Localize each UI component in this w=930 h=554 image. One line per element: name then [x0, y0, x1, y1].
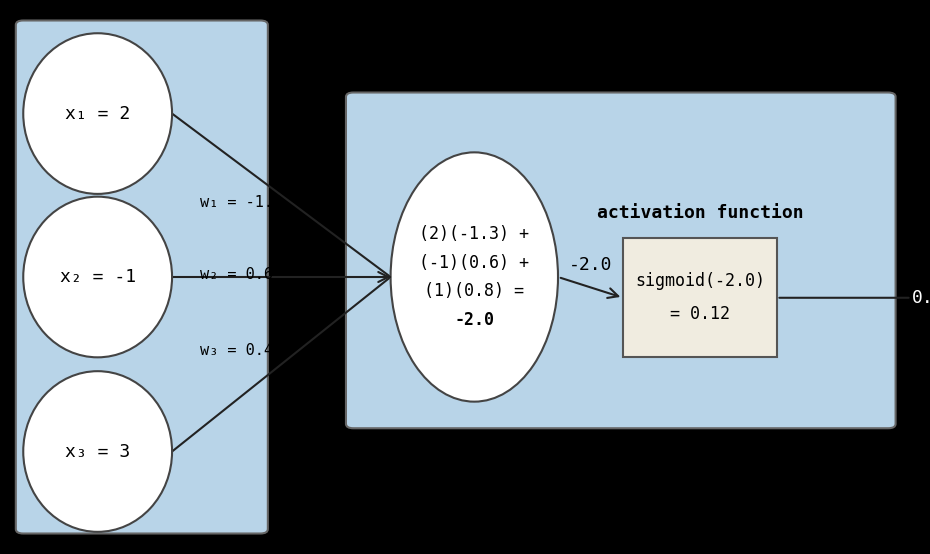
Text: -2.0: -2.0	[569, 255, 612, 274]
Text: w₃ = 0.4: w₃ = 0.4	[200, 342, 272, 358]
Text: (1)(0.8) =: (1)(0.8) =	[424, 283, 525, 300]
Ellipse shape	[23, 33, 172, 194]
Text: = 0.12: = 0.12	[670, 305, 730, 324]
Text: (-1)(0.6) +: (-1)(0.6) +	[419, 254, 529, 271]
FancyBboxPatch shape	[623, 238, 777, 357]
Ellipse shape	[23, 197, 172, 357]
Text: w₂ = 0.6: w₂ = 0.6	[200, 266, 272, 282]
Text: 0.12: 0.12	[911, 289, 930, 307]
Ellipse shape	[391, 152, 558, 402]
Text: w₁ = -1.3: w₁ = -1.3	[200, 194, 282, 210]
Text: activation function: activation function	[596, 204, 804, 222]
Text: sigmoid(-2.0): sigmoid(-2.0)	[635, 272, 764, 290]
Text: x₂ = -1: x₂ = -1	[60, 268, 136, 286]
FancyBboxPatch shape	[346, 93, 896, 428]
Text: x₁ = 2: x₁ = 2	[65, 105, 130, 122]
Text: x₃ = 3: x₃ = 3	[65, 443, 130, 460]
Text: (2)(-1.3) +: (2)(-1.3) +	[419, 225, 529, 243]
Ellipse shape	[23, 371, 172, 532]
Text: -2.0: -2.0	[454, 311, 495, 329]
FancyBboxPatch shape	[16, 20, 268, 534]
